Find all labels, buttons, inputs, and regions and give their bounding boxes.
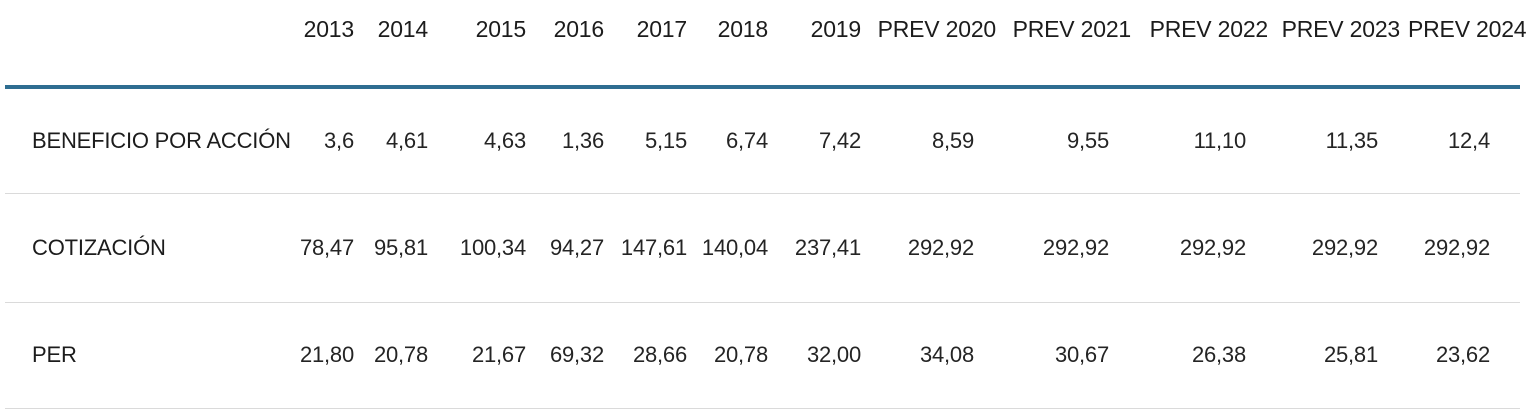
corner-empty-cell	[5, 0, 290, 89]
table-cell: 11,35	[1276, 87, 1408, 194]
table-row-beneficio-por-accion: BENEFICIO POR ACCIÓN 3,6 4,61 4,63 1,36 …	[5, 87, 1520, 194]
table-cell: 6,74	[695, 87, 776, 194]
table-cell: 20,78	[695, 302, 776, 409]
table-cell: 292,92	[1139, 193, 1276, 303]
column-header-prev-2023: PREV 2023	[1276, 0, 1408, 89]
column-header-2016: 2016	[534, 0, 612, 89]
table-cell: 8,59	[869, 87, 1004, 194]
table-cell: 20,78	[362, 302, 436, 409]
table-cell: 28,66	[612, 302, 695, 409]
table-cell: 78,47	[290, 193, 362, 303]
table-cell: 34,08	[869, 302, 1004, 409]
table-cell: 292,92	[1408, 193, 1520, 303]
table-cell: 25,81	[1276, 302, 1408, 409]
table-row-per: PER 21,80 20,78 21,67 69,32 28,66 20,78 …	[5, 302, 1520, 409]
column-header-2013: 2013	[290, 0, 362, 89]
column-header-prev-2022: PREV 2022	[1139, 0, 1276, 89]
table-cell: 23,62	[1408, 302, 1520, 409]
table-cell: 95,81	[362, 193, 436, 303]
row-label-beneficio-por-accion: BENEFICIO POR ACCIÓN	[5, 87, 291, 194]
table-cell: 26,38	[1139, 302, 1276, 409]
financial-metrics-table: 2013 2014 2015 2016 2017 2018 2019 PREV …	[5, 0, 1527, 409]
table-cell: 5,15	[612, 87, 695, 194]
table-cell: 292,92	[869, 193, 1004, 303]
table-header-row: 2013 2014 2015 2016 2017 2018 2019 PREV …	[5, 0, 1527, 89]
column-header-prev-2020: PREV 2020	[869, 0, 1004, 89]
table-cell: 30,67	[1004, 302, 1139, 409]
table-cell: 69,32	[534, 302, 612, 409]
table-cell: 21,80	[290, 302, 362, 409]
table-cell: 21,67	[436, 302, 534, 409]
table-cell: 100,34	[436, 193, 534, 303]
column-header-prev-2024: PREV 2024	[1408, 0, 1527, 89]
table-cell: 4,63	[436, 87, 534, 194]
column-header-2017: 2017	[612, 0, 695, 89]
column-header-prev-2021: PREV 2021	[1004, 0, 1139, 89]
table-cell: 3,6	[290, 87, 362, 194]
table-cell: 292,92	[1004, 193, 1139, 303]
table-cell: 147,61	[612, 193, 695, 303]
table-cell: 11,10	[1139, 87, 1276, 194]
column-header-2018: 2018	[695, 0, 776, 89]
row-label-per: PER	[5, 302, 290, 409]
table-cell: 4,61	[362, 87, 436, 194]
table-cell: 32,00	[776, 302, 869, 409]
table-cell: 12,4	[1408, 87, 1520, 194]
row-label-cotizacion: COTIZACIÓN	[5, 193, 290, 303]
table-cell: 9,55	[1004, 87, 1139, 194]
table-cell: 1,36	[534, 87, 612, 194]
financial-table-container: 2013 2014 2015 2016 2017 2018 2019 PREV …	[5, 0, 1533, 409]
column-header-2019: 2019	[776, 0, 869, 89]
table-row-cotizacion: COTIZACIÓN 78,47 95,81 100,34 94,27 147,…	[5, 193, 1520, 303]
table-cell: 237,41	[776, 193, 869, 303]
column-header-2014: 2014	[362, 0, 436, 89]
table-cell: 94,27	[534, 193, 612, 303]
table-cell: 292,92	[1276, 193, 1408, 303]
table-cell: 7,42	[776, 87, 869, 194]
table-cell: 140,04	[695, 193, 776, 303]
column-header-2015: 2015	[436, 0, 534, 89]
